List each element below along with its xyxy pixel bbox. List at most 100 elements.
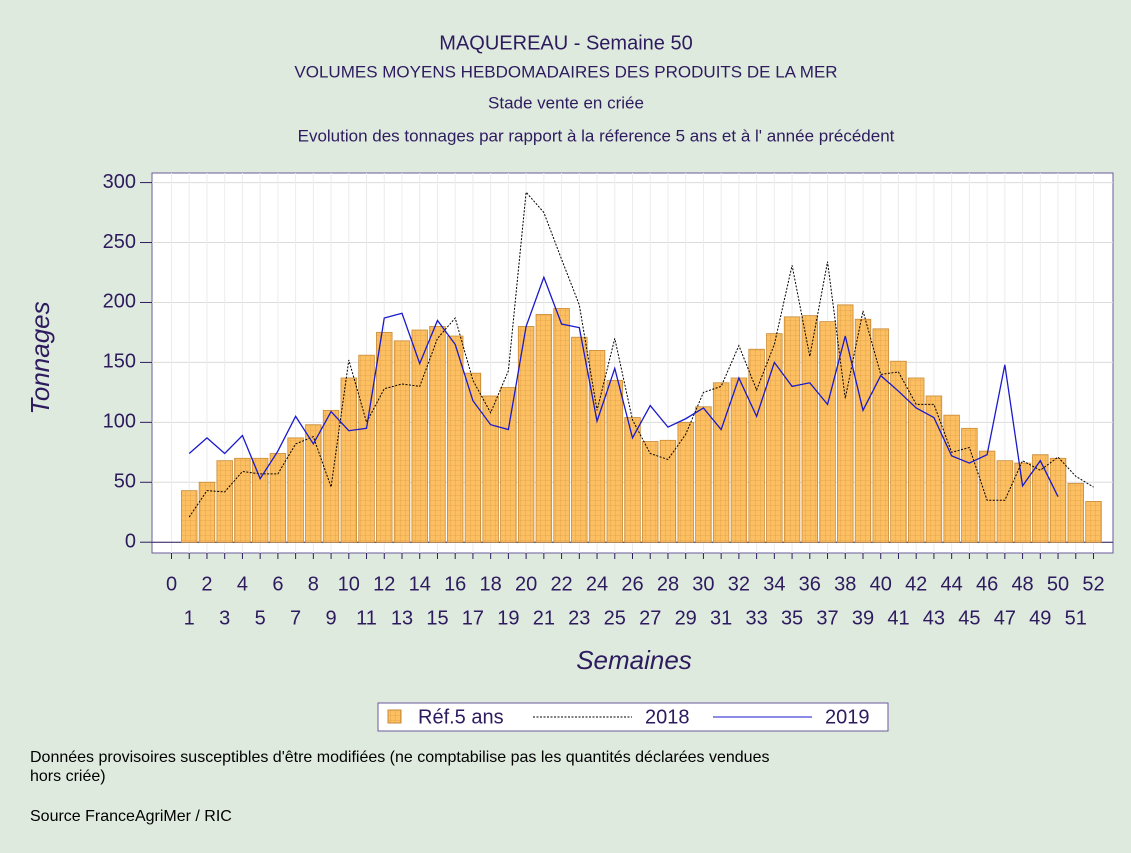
bar [376, 332, 393, 543]
y-tick-label: 200 [103, 291, 136, 313]
bar [766, 333, 783, 543]
x-tick-label: 22 [550, 573, 572, 595]
x-tick-label: 12 [373, 573, 395, 595]
x-tick-label: 29 [675, 607, 697, 629]
bar [624, 417, 641, 543]
line [188, 275, 1059, 497]
bar [305, 424, 322, 543]
x-tick-label: 49 [1029, 607, 1051, 629]
x-tick-label: 17 [462, 607, 484, 629]
note: Source FranceAgriMer / RIC [30, 808, 232, 825]
note: hors criée) [30, 768, 106, 785]
x-tick-label: 26 [621, 573, 643, 595]
bar [500, 387, 517, 543]
bar [978, 450, 996, 543]
x-tick-label: 7 [290, 607, 301, 629]
bar [198, 481, 216, 543]
legend-label: 2019 [825, 706, 870, 728]
x-tick-label: 35 [781, 607, 803, 629]
bar [464, 372, 482, 543]
x-tick-label: 30 [692, 573, 714, 595]
bar [1067, 483, 1084, 543]
x-tick-label: 21 [533, 607, 555, 629]
bar [730, 377, 748, 543]
bar [411, 329, 428, 543]
bar [925, 395, 943, 543]
bar [429, 326, 446, 543]
x-tick-label: 8 [308, 573, 319, 595]
bar [269, 453, 287, 543]
chart-subtitle: Evolution des tonnages par rapport à la … [298, 126, 895, 145]
x-tick-label: 45 [958, 607, 980, 629]
y-tick-label: 0 [125, 530, 136, 552]
x-tick-label: 19 [497, 607, 519, 629]
bar [748, 348, 765, 543]
bar [943, 414, 960, 543]
bar [695, 406, 712, 543]
x-tick-label: 44 [941, 573, 963, 595]
x-tick-label: 34 [763, 573, 785, 595]
x-tick-label: 5 [255, 607, 266, 629]
bar [1085, 501, 1102, 543]
x-tick-label: 36 [799, 573, 821, 595]
x-tick-label: 52 [1082, 573, 1104, 595]
x-tick-label: 6 [272, 573, 283, 595]
bar [907, 377, 925, 543]
y-axis-title: Tonnages [25, 301, 55, 414]
bar [234, 457, 251, 543]
bar [872, 328, 889, 543]
x-tick-label: 37 [816, 607, 838, 629]
x-tick-label: 38 [834, 573, 856, 595]
x-tick-label: 1 [184, 607, 195, 629]
x-tick-label: 47 [994, 607, 1016, 629]
legend-label: 2018 [645, 706, 690, 728]
x-tick-label: 27 [639, 607, 661, 629]
x-tick-label: 3 [219, 607, 230, 629]
x-tick-label: 43 [923, 607, 945, 629]
x-tick-label: 20 [515, 573, 537, 595]
x-tick-label: 10 [338, 573, 360, 595]
y-tick-label: 100 [103, 411, 136, 433]
x-tick-label: 40 [870, 573, 892, 595]
bar [322, 409, 340, 543]
bar [712, 382, 730, 543]
bar [801, 315, 819, 543]
x-tick-label: 46 [976, 573, 998, 595]
x-tick-label: 25 [604, 607, 626, 629]
bar [819, 321, 836, 543]
bar [393, 340, 411, 543]
x-axis-title: Semaines [576, 645, 692, 675]
bar [1014, 462, 1031, 543]
x-tick-label: 28 [657, 573, 679, 595]
bar [553, 308, 570, 543]
bar [482, 395, 499, 543]
y-tick-label: 150 [103, 351, 136, 373]
x-tick-label: 50 [1047, 573, 1069, 595]
legend-label: Réf.5 ans [418, 706, 504, 728]
x-tick-label: 32 [728, 573, 750, 595]
x-tick-label: 13 [391, 607, 413, 629]
legend-swatch [387, 709, 402, 724]
x-tick-label: 4 [237, 573, 248, 595]
bar [340, 377, 358, 543]
bar [837, 304, 854, 543]
x-tick-label: 41 [887, 607, 909, 629]
bar [287, 437, 304, 543]
bar [446, 335, 464, 543]
y-tick-label: 300 [103, 171, 136, 193]
chart-subtitle: VOLUMES MOYENS HEBDOMADAIRES DES PRODUIT… [294, 62, 837, 81]
x-tick-label: 0 [166, 573, 177, 595]
x-tick-label: 51 [1065, 607, 1087, 629]
x-tick-label: 18 [480, 573, 502, 595]
bar [216, 460, 233, 543]
x-tick-label: 16 [444, 573, 466, 595]
note: Données provisoires susceptibles d'être … [30, 749, 769, 766]
chart-title: MAQUEREAU - Semaine 50 [439, 32, 692, 54]
x-tick-label: 14 [409, 573, 431, 595]
chart-subtitle: Stade vente en criée [488, 93, 644, 112]
bar [606, 379, 623, 543]
x-tick-label: 48 [1011, 573, 1033, 595]
bar [642, 441, 659, 543]
x-tick-label: 39 [852, 607, 874, 629]
